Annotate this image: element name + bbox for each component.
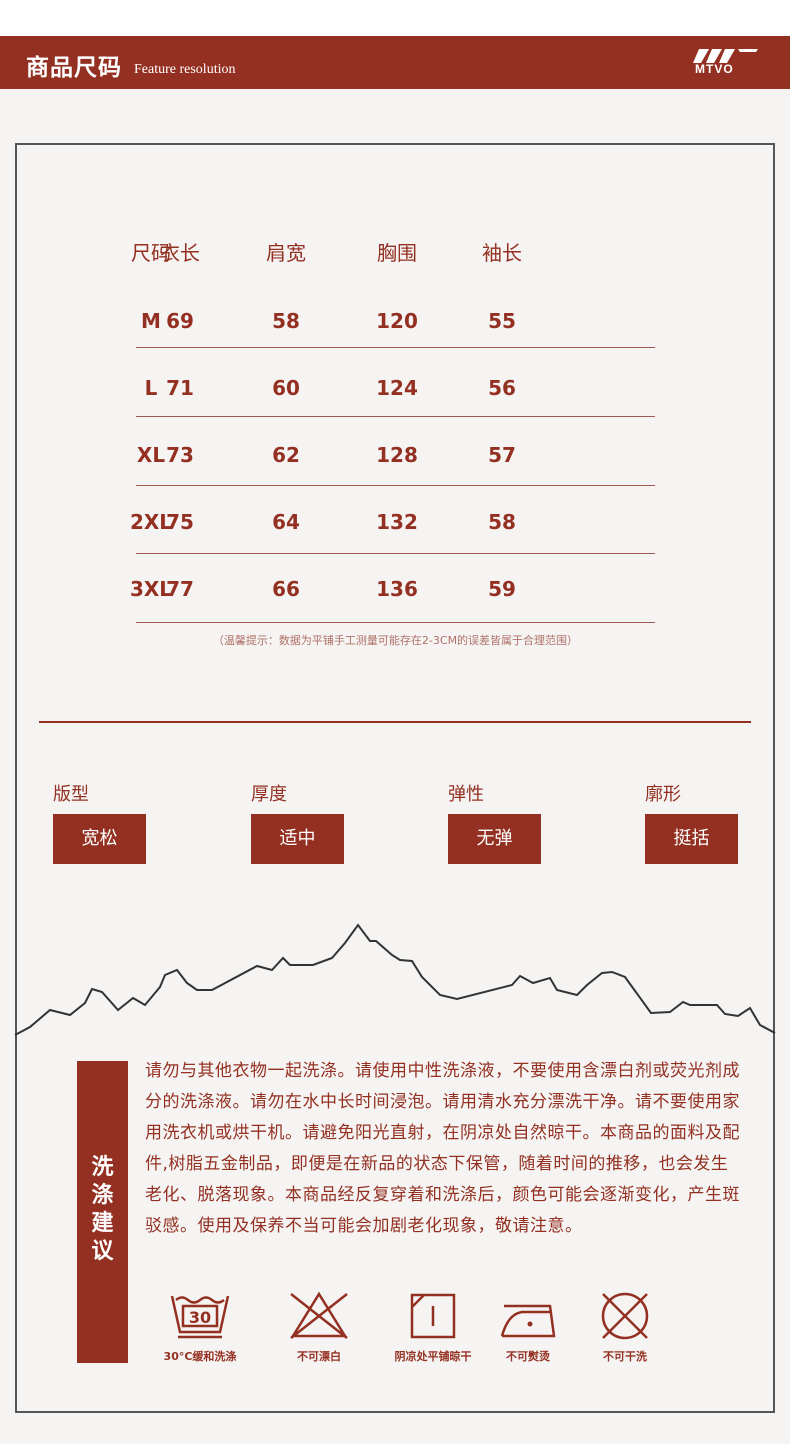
attribute-value: 适中	[251, 814, 344, 864]
table-cell: 73	[166, 443, 194, 467]
mountain-line-decoration	[14, 923, 776, 1036]
table-cell: XL	[136, 443, 166, 467]
no-dryclean-icon	[575, 1290, 675, 1342]
table-cell: 77	[166, 577, 194, 601]
care-symbol-label: 不可漂白	[297, 1350, 341, 1363]
table-row: 2XL 75 64 132 58	[130, 510, 655, 550]
header-banner: 商品尺码 Feature resolution MTVO	[0, 36, 790, 89]
care-instructions: 请勿与其他衣物一起洗涤。请使用中性洗涤液，不要使用含漂白剂或荧光剂成分的洗涤液。…	[145, 1061, 740, 1236]
care-symbol-label: 不可干洗	[603, 1350, 647, 1363]
care-symbol: 不可熨烫	[478, 1290, 578, 1364]
divider	[39, 721, 751, 723]
table-cell: 69	[166, 309, 194, 333]
content-frame	[15, 143, 775, 1413]
table-cell: 58	[488, 510, 516, 534]
dry-flat-shade-icon	[383, 1290, 483, 1342]
page-subtitle: Feature resolution	[134, 62, 236, 77]
attribute-1: 厚度 适中	[251, 780, 344, 864]
column-header: 衣长	[160, 241, 200, 265]
row-divider	[136, 416, 655, 417]
table-cell: 59	[488, 577, 516, 601]
table-cell: 124	[376, 376, 418, 400]
table-cell: 56	[488, 376, 516, 400]
table-cell: 66	[272, 577, 300, 601]
column-header: 胸围	[377, 241, 417, 265]
care-title-bar: 洗涤建议	[77, 1061, 128, 1363]
table-cell: 120	[376, 309, 418, 333]
table-header: 尺码 衣长 肩宽 胸围 袖长	[131, 237, 655, 277]
attribute-value: 宽松	[53, 814, 146, 864]
care-symbol-label: 30°C缓和洗涤	[163, 1350, 237, 1363]
care-symbol: 阴凉处平铺晾干	[383, 1290, 483, 1364]
table-cell: 71	[166, 376, 194, 400]
page-title: 商品尺码	[26, 55, 122, 81]
table-cell: 58	[272, 309, 300, 333]
table-cell: 64	[272, 510, 300, 534]
row-divider	[136, 622, 655, 623]
care-symbol-label: 阴凉处平铺晾干	[394, 1350, 472, 1363]
column-header: 袖长	[482, 241, 522, 265]
table-cell: 75	[166, 510, 194, 534]
row-divider	[136, 485, 655, 486]
wash-30-icon: 30	[150, 1290, 250, 1342]
column-header: 肩宽	[266, 241, 306, 265]
table-cell: 136	[376, 577, 418, 601]
attribute-0: 版型 宽松	[53, 780, 146, 864]
row-divider	[136, 553, 655, 554]
attribute-label: 厚度	[251, 784, 287, 805]
svg-text:30: 30	[189, 1308, 211, 1327]
no-bleach-icon	[269, 1290, 369, 1342]
table-cell: 132	[376, 510, 418, 534]
table-cell: 3XL	[129, 577, 173, 601]
attribute-label: 廓形	[645, 784, 681, 805]
table-cell: 62	[272, 443, 300, 467]
top-margin	[0, 0, 790, 36]
attribute-2: 弹性 无弹	[448, 780, 541, 864]
table-cell: 55	[488, 309, 516, 333]
table-row: L 71 60 124 56	[136, 376, 655, 416]
care-symbol: 不可漂白	[269, 1290, 369, 1364]
care-title: 洗涤建议	[91, 1155, 114, 1264]
measurement-note: （温馨提示：数据为平铺手工测量可能存在2-3CM的误差皆属于合理范围）	[212, 634, 579, 647]
column-header: 尺码	[131, 241, 171, 265]
attribute-label: 弹性	[448, 784, 484, 805]
table-cell: 2XL	[129, 510, 173, 534]
table-row: XL 73 62 128 57	[136, 443, 655, 483]
table-cell: M	[141, 309, 161, 333]
care-symbol: 不可干洗	[575, 1290, 675, 1364]
table-cell: 57	[488, 443, 516, 467]
table-cell: L	[144, 376, 158, 400]
attribute-3: 廓形 挺括	[645, 780, 738, 864]
row-divider	[136, 347, 655, 348]
care-symbol-label: 不可熨烫	[506, 1350, 550, 1363]
table-cell: 60	[272, 376, 300, 400]
care-symbol: 30 30°C缓和洗涤	[150, 1290, 250, 1364]
table-cell: 128	[376, 443, 418, 467]
no-iron-icon	[478, 1290, 578, 1342]
attribute-value: 无弹	[448, 814, 541, 864]
table-row: M 69 58 120 55	[136, 309, 655, 349]
brand-logo: MTVO	[693, 48, 758, 76]
attribute-label: 版型	[53, 784, 89, 805]
attribute-value: 挺括	[645, 814, 738, 864]
table-row: 3XL 77 66 136 59	[130, 577, 655, 617]
